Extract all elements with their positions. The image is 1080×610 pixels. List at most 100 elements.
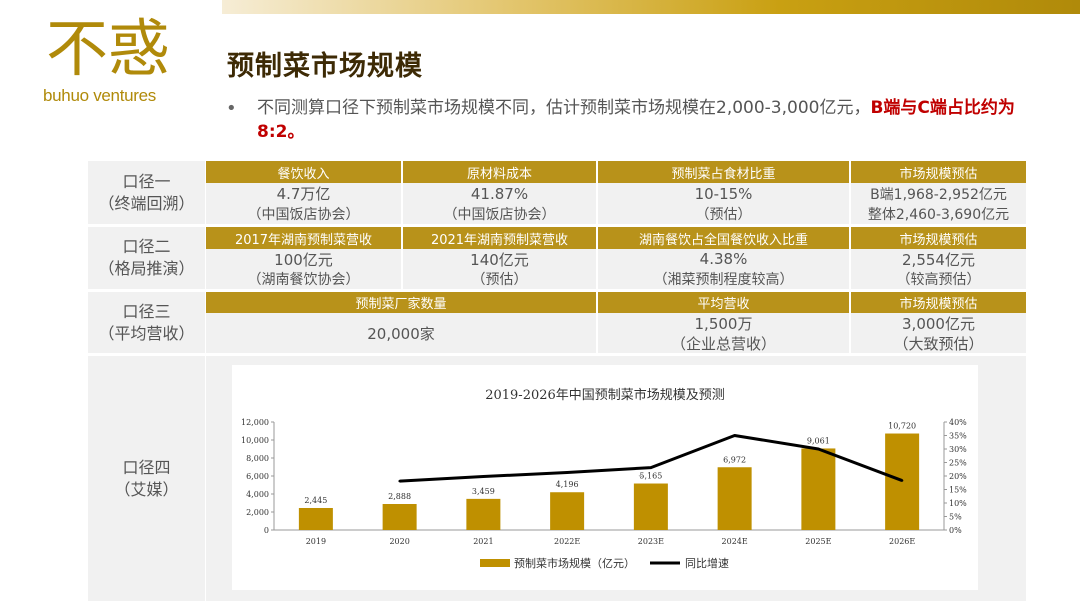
header-cell: 原材料成本 bbox=[403, 161, 598, 183]
bar-data-label: 5,165 bbox=[639, 472, 662, 481]
value-cell: 1,500万 bbox=[598, 313, 851, 333]
row-label-main: 口径一 bbox=[122, 171, 171, 191]
value-cell: 41.87% bbox=[403, 183, 598, 204]
growth-rate-point bbox=[817, 447, 820, 451]
bar-2025E bbox=[801, 448, 836, 530]
x-tick-label: 2020 bbox=[389, 537, 409, 546]
row-label-main: 口径三 bbox=[122, 301, 171, 321]
y-tick-label: 6,000 bbox=[246, 472, 269, 481]
header-cell: 平均营收 bbox=[598, 292, 851, 313]
bar-2021 bbox=[466, 498, 501, 530]
x-tick-label: 2022E bbox=[554, 537, 580, 546]
y-tick-label: 0 bbox=[264, 526, 269, 535]
value-cell: B端1,968-2,952亿元 bbox=[851, 183, 1026, 204]
y2-tick-label: 20% bbox=[949, 472, 967, 481]
y2-tick-label: 5% bbox=[949, 513, 962, 522]
y-tick-label: 10,000 bbox=[241, 436, 269, 445]
source-cell: （大致预估） bbox=[851, 333, 1026, 353]
y-tick-label: 2,000 bbox=[246, 508, 269, 517]
header-cell: 2017年湖南预制菜营收 bbox=[206, 227, 403, 249]
header-cell: 预制菜厂家数量 bbox=[206, 292, 598, 313]
row-4: 口径四 （艾媒） bbox=[88, 356, 1026, 601]
y-tick-label: 8,000 bbox=[246, 454, 269, 463]
growth-rate-point bbox=[649, 466, 653, 469]
y2-tick-label: 35% bbox=[949, 432, 967, 441]
row-label: 口径二 （格局推演） bbox=[88, 227, 205, 289]
chart-panel: 2019-2026年中国预制菜市场规模及预测 0 2,000 4,000 6,000 8… bbox=[206, 356, 1026, 601]
bar-data-label: 2,445 bbox=[304, 496, 327, 505]
value-cell: 3,000亿元 bbox=[851, 313, 1026, 333]
y2-tick-label: 25% bbox=[949, 459, 967, 468]
summary-highlight: B端与C端占比约为8:2。 bbox=[257, 98, 1015, 142]
header-cell: 预制菜占食材比重 bbox=[598, 161, 851, 183]
bar-2020 bbox=[382, 504, 417, 530]
x-tick-label: 2023E bbox=[638, 537, 664, 546]
legend-label-line: 同比增速 bbox=[685, 556, 729, 570]
source-cell: （预估） bbox=[403, 269, 598, 289]
row-label-sub: （艾媒） bbox=[114, 479, 179, 499]
row-label: 口径四 （艾媒） bbox=[88, 356, 205, 601]
y2-tick-label: 0% bbox=[949, 526, 962, 535]
bar-2022E bbox=[550, 492, 585, 530]
x-tick-label: 2026E bbox=[889, 537, 915, 546]
value-cell: 4.38% bbox=[598, 249, 851, 269]
row-label-sub: （平均营收） bbox=[98, 323, 195, 343]
bar-data-label: 4,196 bbox=[556, 480, 579, 489]
row-3: 口径三 （平均营收） 预制菜厂家数量 平均营收 市场规模预估 20,000家 1… bbox=[88, 292, 1026, 353]
row-label-main: 口径二 bbox=[122, 237, 171, 256]
value-cell: 100亿元 bbox=[206, 249, 403, 269]
bar-data-label: 9,061 bbox=[807, 436, 830, 445]
legend-swatch-bars bbox=[480, 559, 510, 567]
growth-rate-point bbox=[733, 434, 736, 437]
source-cell: （湖南餐饮协会） bbox=[206, 269, 403, 289]
y2-tick-label: 15% bbox=[949, 486, 967, 495]
row-label: 口径三 （平均营收） bbox=[88, 292, 205, 353]
growth-rate-point bbox=[482, 475, 485, 478]
y2-tick-label: 10% bbox=[949, 499, 967, 508]
source-cell: （较高预估） bbox=[851, 269, 1026, 289]
growth-rate-point bbox=[565, 471, 569, 474]
top-accent-bar bbox=[222, 0, 1080, 14]
logo-text: buhuo ventures bbox=[43, 86, 156, 105]
summary-bullet: 不同测算口径下预制菜市场规模不同，估计预制菜市场规模在2,000-3,000亿元… bbox=[257, 96, 1047, 144]
row-label-sub: （格局推演） bbox=[98, 259, 195, 278]
growth-rate-point bbox=[900, 479, 904, 482]
value-cell: 140亿元 bbox=[403, 249, 598, 269]
row-1: 口径一 （终端回溯） 餐饮收入 原材料成本 预制菜占食材比重 市场规模预估 4.… bbox=[88, 161, 1026, 224]
logo-mark: 不惑 bbox=[46, 12, 170, 85]
bar-data-label: 3,459 bbox=[472, 487, 495, 496]
header-cell: 市场规模预估 bbox=[851, 227, 1026, 249]
source-cell: （中国饭店协会） bbox=[403, 204, 598, 224]
header-cell: 市场规模预估 bbox=[851, 292, 1026, 313]
bar-data-label: 6,972 bbox=[723, 455, 746, 464]
bar-2023E bbox=[633, 483, 668, 530]
data-label-leader bbox=[638, 475, 645, 478]
bar-2019 bbox=[298, 507, 333, 530]
y-tick-label: 4,000 bbox=[246, 490, 269, 499]
value-cell: 10-15% bbox=[598, 183, 851, 204]
y-tick-label: 12,000 bbox=[241, 418, 269, 427]
logo-mark-text: 不惑 bbox=[46, 12, 170, 85]
x-tick-label: 2025E bbox=[805, 537, 831, 546]
summary-normal: 不同测算口径下预制菜市场规模不同，估计预制菜市场规模在2,000-3,000亿元… bbox=[257, 98, 871, 118]
header-cell: 市场规模预估 bbox=[851, 161, 1026, 183]
source-cell: （企业总营收） bbox=[598, 333, 851, 353]
source-cell: （湘菜预制程度较高） bbox=[598, 269, 851, 289]
x-tick-label: 2024E bbox=[722, 537, 748, 546]
header-cell: 餐饮收入 bbox=[206, 161, 403, 183]
value-cell: 4.7万亿 bbox=[206, 183, 403, 204]
row-label: 口径一 （终端回溯） bbox=[88, 161, 205, 224]
legend-label-bars: 预制菜市场规模（亿元） bbox=[514, 556, 635, 570]
bullet-marker: • bbox=[226, 98, 237, 119]
bar-2024E bbox=[717, 467, 752, 530]
y2-tick-label: 40% bbox=[949, 418, 967, 427]
row-2: 口径二 （格局推演） 2017年湖南预制菜营收 2021年湖南预制菜营收 湖南餐… bbox=[88, 227, 1026, 289]
source-cell: 整体2,460-3,690亿元 bbox=[851, 204, 1026, 224]
row-label-main: 口径四 bbox=[122, 457, 171, 477]
chart-title: 2019-2026年中国预制菜市场规模及预测 bbox=[485, 387, 725, 403]
source-cell: （预估） bbox=[598, 204, 851, 224]
x-tick-label: 2021 bbox=[473, 537, 493, 546]
growth-rate-point bbox=[398, 479, 401, 483]
y2-tick-label: 30% bbox=[949, 445, 967, 454]
bar-data-label: 2,888 bbox=[388, 492, 411, 501]
